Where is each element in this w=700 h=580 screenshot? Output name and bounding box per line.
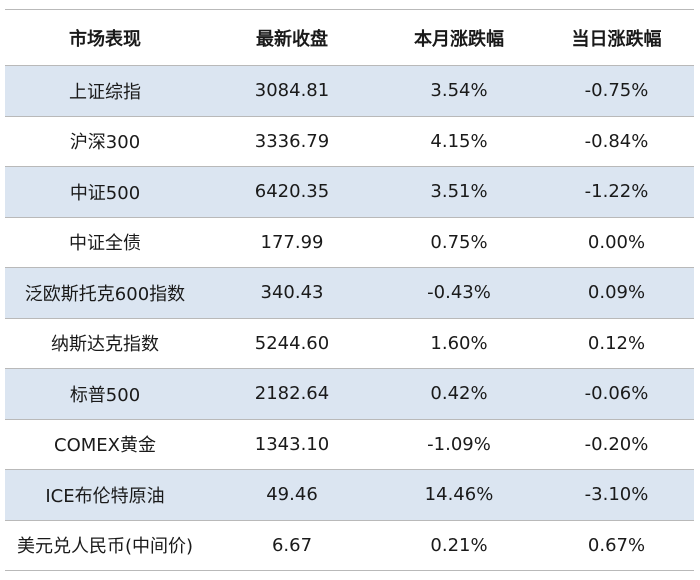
table-row: 标普500 2182.64 0.42% -0.06%	[5, 369, 694, 420]
day-change-cell: 0.00%	[587, 231, 646, 253]
latest-close-cell: 2182.64	[254, 383, 330, 405]
market-name-cell: ICE布伦特原油	[45, 485, 165, 507]
day-change-cell: 0.09%	[587, 282, 646, 304]
table-row: 泛欧斯托克600指数 340.43 -0.43% 0.09%	[5, 268, 694, 319]
table-row: 中证全债 177.99 0.75% 0.00%	[5, 217, 694, 268]
table-row: 沪深300 3336.79 4.15% -0.84%	[5, 116, 694, 167]
latest-close-cell: 3336.79	[254, 130, 330, 152]
market-name-cell: 美元兑人民币(中间价)	[16, 536, 194, 558]
column-header-month-change: 本月涨跌幅	[414, 28, 504, 50]
market-name-cell: 中证500	[69, 182, 141, 204]
market-name-cell: 纳斯达克指数	[51, 334, 159, 356]
table-row: 纳斯达克指数 5244.60 1.60% 0.12%	[5, 318, 694, 369]
market-performance-table: 市场表现 最新收盘 本月涨跌幅 当日涨跌幅 上证综指 3084.81 3.54%…	[5, 9, 694, 571]
month-change-cell: 3.51%	[430, 181, 488, 203]
table-row: 中证500 6420.35 3.51% -1.22%	[5, 167, 694, 218]
table-row: ICE布伦特原油 49.46 14.46% -3.10%	[5, 470, 694, 521]
market-name-cell: 沪深300	[69, 132, 141, 154]
table-row: 上证综指 3084.81 3.54% -0.75%	[5, 66, 694, 117]
day-change-cell: 0.67%	[587, 534, 646, 556]
month-change-cell: -0.43%	[427, 282, 491, 304]
table-row: 美元兑人民币(中间价) 6.67 0.21% 0.67%	[5, 520, 694, 571]
month-change-cell: 4.15%	[430, 130, 488, 152]
day-change-cell: -0.06%	[584, 383, 649, 405]
market-name-cell: 标普500	[69, 384, 141, 406]
market-name-cell: COMEX黄金	[54, 435, 156, 457]
latest-close-cell: 340.43	[260, 282, 324, 304]
column-header-latest-close: 最新收盘	[256, 28, 328, 50]
latest-close-cell: 3084.81	[254, 80, 330, 102]
market-name-cell: 泛欧斯托克600指数	[24, 283, 186, 305]
day-change-cell: -0.20%	[584, 433, 649, 455]
latest-close-cell: 49.46	[266, 484, 318, 506]
market-name-cell: 中证全债	[69, 233, 141, 255]
day-change-cell: -0.75%	[584, 80, 649, 102]
latest-close-cell: 6420.35	[254, 181, 330, 203]
month-change-cell: -1.09%	[427, 433, 491, 455]
month-change-cell: 0.75%	[430, 231, 488, 253]
column-header-day-change: 当日涨跌幅	[571, 28, 662, 50]
day-change-cell: 0.12%	[587, 332, 646, 354]
latest-close-cell: 6.67	[271, 534, 313, 556]
month-change-cell: 3.54%	[430, 80, 488, 102]
latest-close-cell: 5244.60	[254, 332, 330, 354]
month-change-cell: 1.60%	[430, 332, 488, 354]
latest-close-cell: 177.99	[260, 231, 324, 253]
latest-close-cell: 1343.10	[254, 433, 330, 455]
month-change-cell: 0.42%	[430, 383, 488, 405]
day-change-cell: -3.10%	[584, 484, 649, 506]
table-row: COMEX黄金 1343.10 -1.09% -0.20%	[5, 419, 694, 470]
market-name-cell: 上证综指	[69, 81, 141, 103]
table-header-row: 市场表现 最新收盘 本月涨跌幅 当日涨跌幅	[5, 10, 694, 66]
day-change-cell: -1.22%	[584, 181, 649, 203]
month-change-cell: 0.21%	[430, 534, 488, 556]
month-change-cell: 14.46%	[424, 484, 494, 506]
column-header-market: 市场表现	[69, 28, 141, 50]
day-change-cell: -0.84%	[584, 130, 649, 152]
